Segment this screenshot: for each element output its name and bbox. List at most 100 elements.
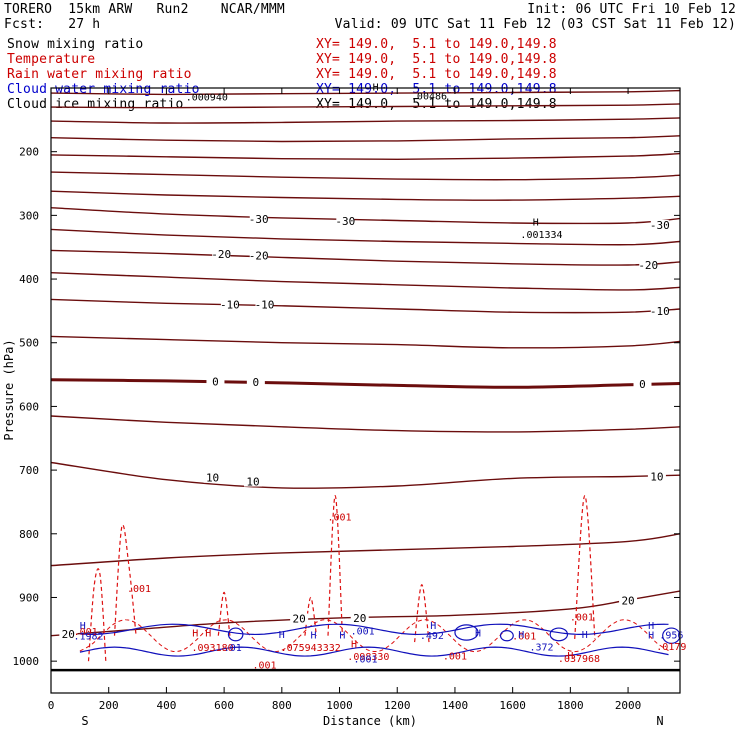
isotherm-label: 10 (206, 472, 219, 485)
rain-label: .075943332 (281, 643, 341, 654)
cloud-water-label: .1982 (73, 632, 103, 643)
isotherm-label: 0 (639, 378, 646, 391)
legend-xy-cloud-ice: XY= 149.0, 5.1 to 149.0,149.8 (316, 97, 557, 112)
init-time: Init: 06 UTC Fri 10 Feb 12 (527, 2, 736, 17)
forecast-hour: Fcst: 27 h (4, 17, 101, 32)
cloud-water-contour (79, 623, 669, 636)
cloud-water-contour (227, 627, 244, 642)
cloud-water-label: .01 (224, 643, 242, 654)
x-tick-label: 1200 (384, 699, 411, 712)
isotherm-label-bg (336, 216, 355, 227)
isotherm-line (51, 207, 680, 225)
rain-label: .001 (74, 627, 98, 638)
cloud-water-label: .492 (420, 631, 444, 642)
rain-contour (414, 584, 430, 643)
max-marker: H (648, 630, 654, 641)
isotherm-label-bg (647, 471, 666, 482)
isotherm-label: 20 (62, 628, 75, 641)
isotherm-label: -30 (249, 213, 269, 226)
x-tick-label: 0 (48, 699, 55, 712)
y-tick-label: 200 (19, 146, 39, 159)
isotherm-line (51, 171, 680, 181)
isotherm-line (51, 590, 680, 637)
cloud-water-contour (499, 629, 514, 642)
legend-name-temperature: Temperature (7, 52, 96, 67)
isotherm-line (51, 378, 680, 389)
isotherm-line (51, 298, 680, 314)
isotherm-label: -30 (335, 215, 355, 228)
x-tick-label: 1800 (557, 699, 584, 712)
isotherm-label-bg (212, 249, 231, 260)
isotherm-label: -20 (249, 249, 269, 262)
max-marker: H (205, 629, 211, 640)
x-tick-label: 1000 (326, 699, 353, 712)
rain-label: .037968 (558, 654, 600, 665)
isotherm-label: -20 (211, 248, 231, 261)
max-marker: H (192, 629, 198, 640)
isotherm-label-bg (290, 613, 309, 624)
isotherm-line (51, 415, 680, 433)
south-label: S (81, 714, 88, 728)
cloud-water-contour (454, 624, 479, 641)
isotherm-line (51, 117, 680, 124)
max-marker: H (567, 651, 573, 662)
isotherm-line (51, 249, 680, 266)
rain-contour (304, 596, 317, 636)
cloud-water-contour (662, 627, 680, 644)
isotherm-line (51, 533, 680, 567)
isotherm-line (51, 272, 680, 291)
isotherm-label-bg (243, 476, 262, 487)
isotherm-label-bg (350, 612, 369, 623)
x-axis-label: Distance (km) (323, 714, 417, 728)
max-marker: H (279, 630, 285, 641)
x-tick-label: 800 (272, 699, 292, 712)
max-marker: H (311, 630, 317, 641)
legend-xy-temperature: XY= 149.0, 5.1 to 149.0,149.8 (316, 52, 557, 67)
rain-contour (113, 524, 137, 636)
model-title: TORERO 15km ARW Run2 NCAR/MMM (4, 2, 285, 17)
x-tick-label: 600 (214, 699, 234, 712)
cloud-water-label: .372 (529, 643, 553, 654)
cloud-water-contour (79, 646, 669, 657)
isotherm-label: -10 (650, 305, 670, 318)
y-tick-label: 1000 (13, 655, 40, 668)
rain-label: .001 (512, 632, 536, 643)
isotherm-label-bg (619, 595, 638, 606)
isotherm-line (51, 89, 680, 96)
rain-label: .0179 (656, 642, 686, 653)
rain-contour (574, 494, 596, 639)
isotherm-label: -10 (220, 299, 240, 312)
max-marker: H (339, 630, 345, 641)
isotherm-line (51, 461, 680, 489)
cloud-water-label: .001 (351, 627, 375, 638)
cloud-water-label: .956 (659, 630, 683, 641)
rain-label: .001 (327, 513, 351, 524)
isotherm-label-bg (650, 219, 669, 230)
max-marker: H (582, 630, 588, 641)
max-marker: H (80, 621, 86, 632)
rain-label: .001 (443, 651, 467, 662)
isotherm-label-bg (206, 376, 225, 387)
isotherm-label-bg (249, 250, 268, 261)
isotherm-label-bg (59, 628, 78, 639)
x-tick-label: 2000 (615, 699, 642, 712)
isotherm-label-bg (246, 377, 265, 388)
isotherm-line (51, 228, 680, 246)
snow-label: .000940 (186, 92, 228, 103)
rain-contour (79, 619, 669, 653)
isotherm-label: 20 (353, 612, 366, 625)
x-tick-label: 1600 (499, 699, 526, 712)
y-tick-label: 900 (19, 591, 39, 604)
rain-label: .001 (252, 660, 276, 671)
isotherm-line (51, 335, 680, 349)
rain-contour (327, 494, 343, 636)
x-tick-label: 1400 (442, 699, 469, 712)
y-tick-label: 300 (19, 209, 39, 222)
y-tick-label: 800 (19, 528, 39, 541)
rain-label: .098330 (347, 652, 389, 663)
max-marker: H (351, 639, 357, 650)
plot-frame (50, 87, 681, 694)
isotherm-label-bg (639, 260, 658, 271)
y-tick-label: 700 (19, 464, 39, 477)
